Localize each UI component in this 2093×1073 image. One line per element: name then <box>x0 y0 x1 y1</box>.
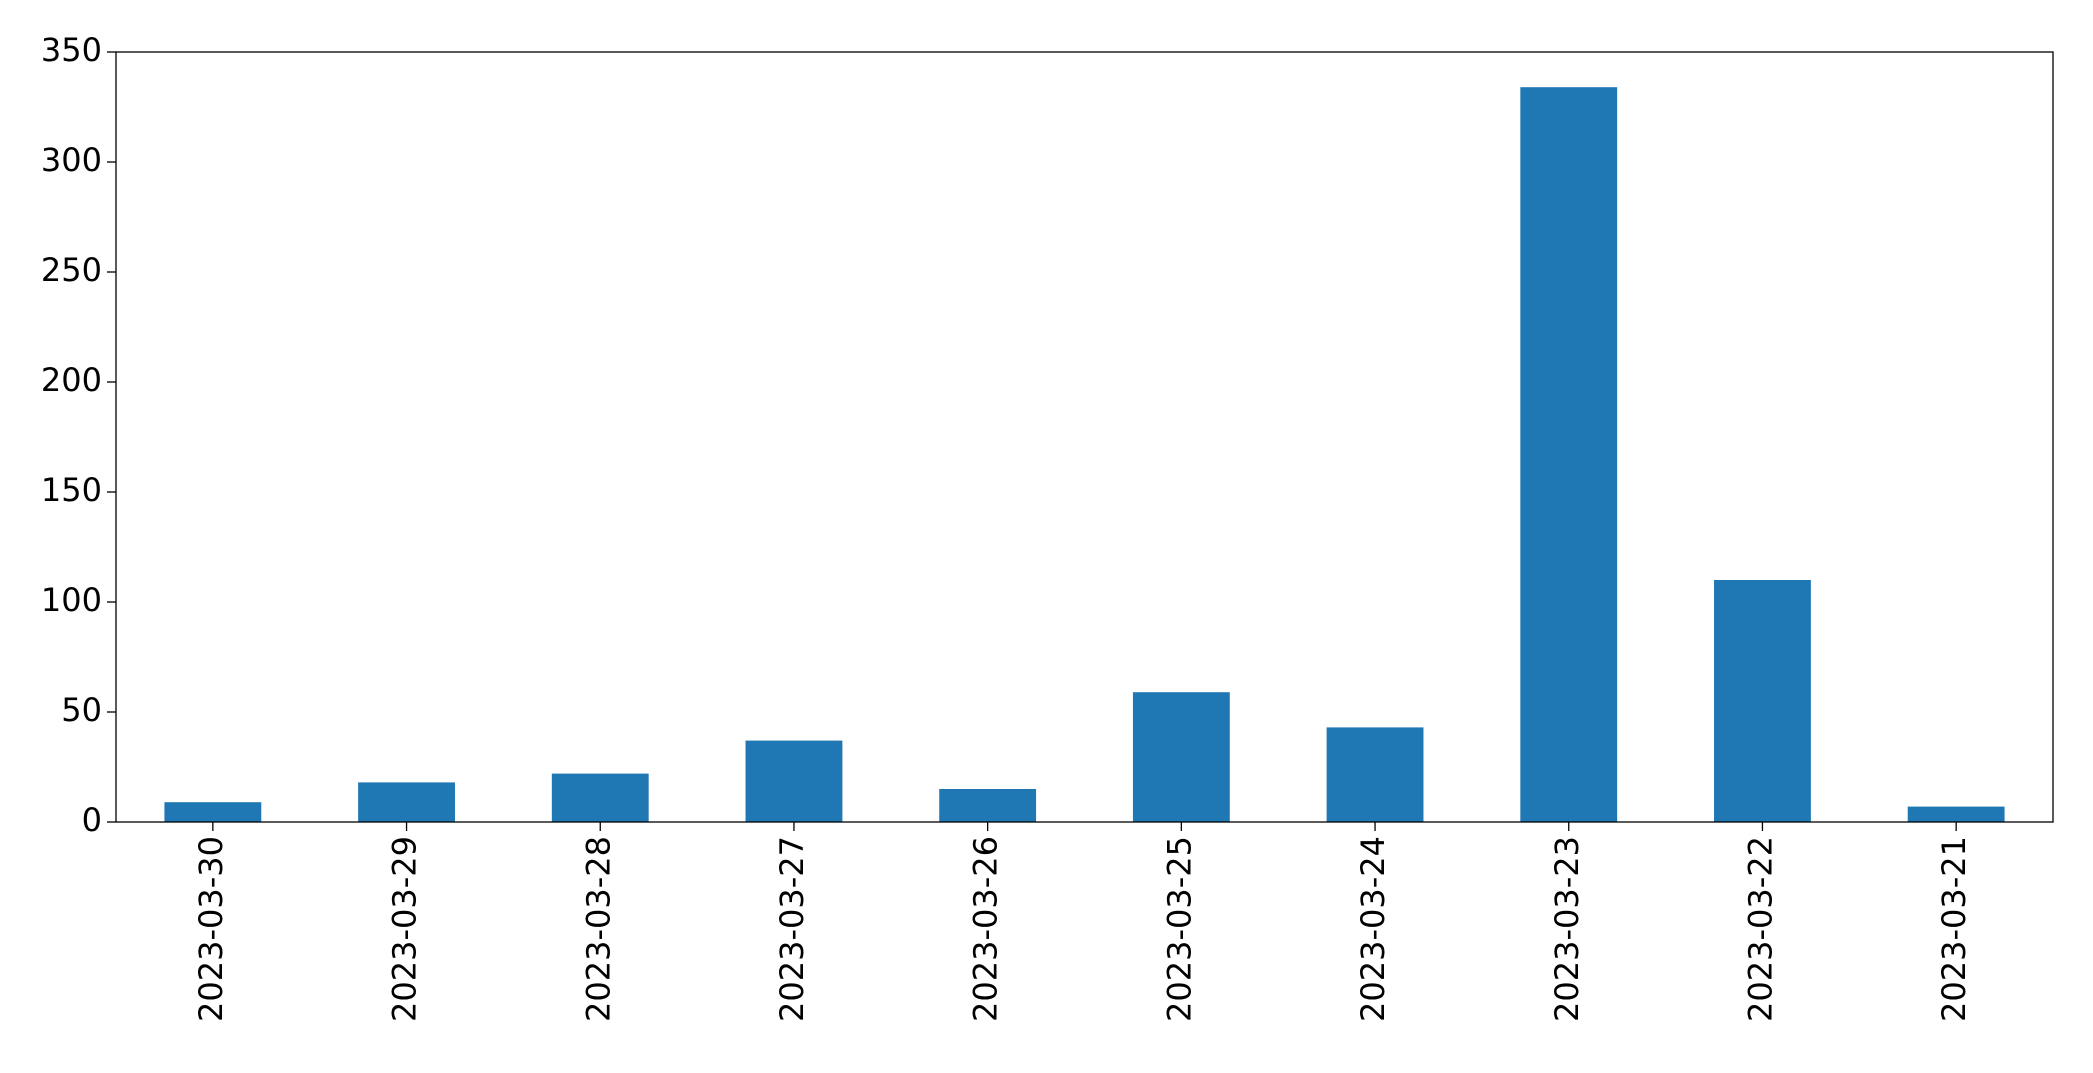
bar <box>1326 727 1424 822</box>
x-tick-label: 2023-03-27 <box>773 836 811 1022</box>
x-tick-label: 2023-03-22 <box>1741 836 1779 1022</box>
bar <box>1907 806 2005 822</box>
bar <box>1520 87 1618 822</box>
bar <box>358 782 455 822</box>
bar <box>745 740 843 822</box>
x-tick-label: 2023-03-28 <box>579 836 617 1022</box>
x-tick-label: 2023-03-24 <box>1354 836 1392 1022</box>
y-tick-label: 200 <box>41 361 102 399</box>
y-tick-label: 150 <box>41 471 102 509</box>
x-tick-label: 2023-03-25 <box>1160 836 1198 1022</box>
x-tick-label: 2023-03-21 <box>1935 836 1973 1022</box>
y-tick-label: 350 <box>41 31 102 69</box>
x-tick-label: 2023-03-30 <box>192 836 230 1022</box>
y-tick-label: 0 <box>82 801 102 839</box>
plot-frame <box>115 51 2054 823</box>
y-tick-label: 100 <box>41 581 102 619</box>
bar <box>1714 580 1811 822</box>
bar <box>1132 692 1230 822</box>
y-tick-label: 300 <box>41 141 102 179</box>
bar <box>551 773 649 822</box>
y-tick-label: 50 <box>61 691 102 729</box>
x-tick-label: 2023-03-23 <box>1548 836 1586 1022</box>
bar <box>164 802 262 822</box>
y-tick-label: 250 <box>41 251 102 289</box>
bar <box>939 789 1037 822</box>
x-tick-label: 2023-03-26 <box>967 836 1005 1022</box>
x-tick-label: 2023-03-29 <box>386 836 424 1022</box>
